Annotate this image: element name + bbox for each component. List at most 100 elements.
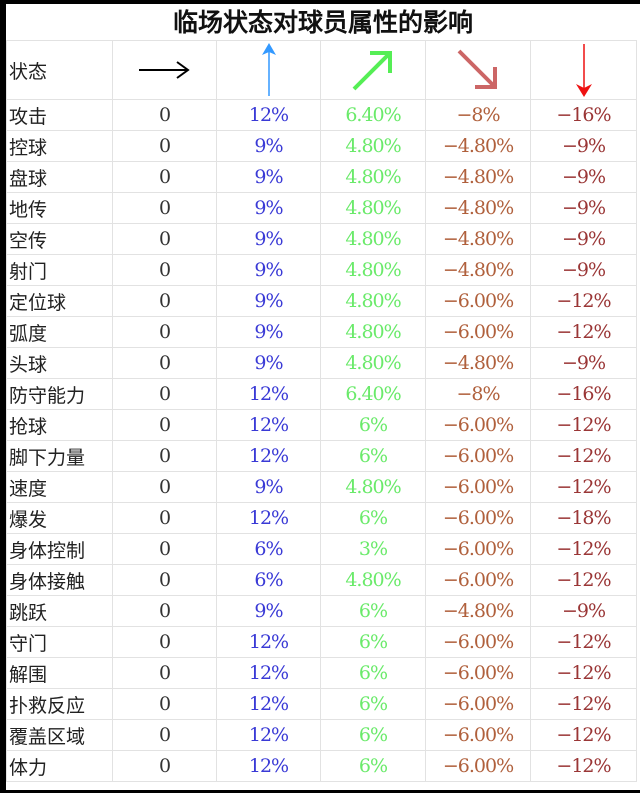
attribute-name: 体力 — [6, 750, 113, 782]
col-down — [530, 40, 637, 100]
table-row: 解围 0 12% 6% −6.00% −12% — [6, 657, 637, 689]
status-stable-value: 0 — [112, 626, 217, 658]
status-up-value: 12% — [216, 409, 321, 441]
status-up-value: 12% — [216, 99, 321, 131]
status-down-value: −12% — [530, 440, 637, 472]
attribute-name: 防守能力 — [6, 378, 113, 410]
status-up-value: 12% — [216, 626, 321, 658]
status-up-right-value: 3% — [320, 533, 426, 565]
attribute-name: 身体接触 — [6, 564, 113, 596]
table-row: 爆发 0 12% 6% −6.00% −18% — [6, 502, 637, 534]
table-row: 跳跃 0 9% 6% −4.80% −9% — [6, 595, 637, 627]
status-stable-value: 0 — [112, 192, 217, 224]
status-stable-value: 0 — [112, 502, 217, 534]
attribute-name: 爆发 — [6, 502, 113, 534]
status-down-value: −12% — [530, 719, 637, 751]
col-up-right — [320, 40, 426, 100]
arrow-up-icon — [261, 43, 276, 96]
table-row: 抢球 0 12% 6% −6.00% −12% — [6, 409, 637, 441]
table-row: 身体接触 0 6% 4.80% −6.00% −12% — [6, 564, 637, 596]
status-stable-value: 0 — [112, 564, 217, 596]
status-stable-value: 0 — [112, 750, 217, 782]
status-down-value: −9% — [530, 595, 637, 627]
status-down-right-value: −4.80% — [425, 130, 531, 162]
status-up-value: 9% — [216, 130, 321, 162]
table-row: 身体控制 0 6% 3% −6.00% −12% — [6, 533, 637, 565]
attribute-name: 盘球 — [6, 161, 113, 193]
attribute-name: 解围 — [6, 657, 113, 689]
status-down-value: −12% — [530, 285, 637, 317]
status-up-value: 12% — [216, 657, 321, 689]
table-row: 地传 0 9% 4.80% −4.80% −9% — [6, 192, 637, 224]
attribute-name: 头球 — [6, 347, 113, 379]
status-stable-value: 0 — [112, 285, 217, 317]
status-up-value: 9% — [216, 161, 321, 193]
status-stable-value: 0 — [112, 688, 217, 720]
table-row: 攻击 0 12% 6.40% −8% −16% — [6, 99, 637, 131]
attribute-name: 扑救反应 — [6, 688, 113, 720]
status-down-right-value: −4.80% — [425, 192, 531, 224]
status-stable-value: 0 — [112, 440, 217, 472]
status-up-value: 9% — [216, 254, 321, 286]
status-up-right-value: 6% — [320, 440, 426, 472]
status-stable-value: 0 — [112, 378, 217, 410]
table-row: 守门 0 12% 6% −6.00% −12% — [6, 626, 637, 658]
status-down-right-value: −6.00% — [425, 409, 531, 441]
attribute-name: 控球 — [6, 130, 113, 162]
status-up-value: 12% — [216, 750, 321, 782]
status-down-value: −9% — [530, 347, 637, 379]
attribute-name: 速度 — [6, 471, 113, 503]
status-down-right-value: −6.00% — [425, 533, 531, 565]
attribute-name: 守门 — [6, 626, 113, 658]
status-down-value: −16% — [530, 99, 637, 131]
status-up-value: 9% — [216, 316, 321, 348]
table-row: 空传 0 9% 4.80% −4.80% −9% — [6, 223, 637, 255]
status-down-right-value: −6.00% — [425, 750, 531, 782]
table-row: 扑救反应 0 12% 6% −6.00% −12% — [6, 688, 637, 720]
status-up-value: 12% — [216, 688, 321, 720]
status-down-value: −9% — [530, 161, 637, 193]
status-up-right-value: 6.40% — [320, 99, 426, 131]
status-up-value: 9% — [216, 192, 321, 224]
table-row: 盘球 0 9% 4.80% −4.80% −9% — [6, 161, 637, 193]
status-down-value: −18% — [530, 502, 637, 534]
table-row: 防守能力 0 12% 6.40% −8% −16% — [6, 378, 637, 410]
status-up-right-value: 6% — [320, 719, 426, 751]
status-stable-value: 0 — [112, 409, 217, 441]
status-down-right-value: −6.00% — [425, 440, 531, 472]
table-row: 体力 0 12% 6% −6.00% −12% — [6, 750, 637, 782]
status-down-right-value: −6.00% — [425, 719, 531, 751]
attribute-name: 身体控制 — [6, 533, 113, 565]
col-up — [216, 40, 321, 100]
attribute-name: 脚下力量 — [6, 440, 113, 472]
status-down-right-value: −6.00% — [425, 502, 531, 534]
attribute-name: 覆盖区域 — [6, 719, 113, 751]
table-row: 覆盖区域 0 12% 6% −6.00% −12% — [6, 719, 637, 751]
attribute-table: 状态 攻击 0 12% 6.40% −8% −16% 控球 0 9% 4.80% −4.80% −9%… — [6, 40, 637, 782]
status-down-right-value: −4.80% — [425, 595, 531, 627]
status-down-right-value: −6.00% — [425, 285, 531, 317]
status-down-value: −12% — [530, 471, 637, 503]
status-down-value: −12% — [530, 409, 637, 441]
table-row: 定位球 0 9% 4.80% −6.00% −12% — [6, 285, 637, 317]
status-up-value: 12% — [216, 378, 321, 410]
status-up-right-value: 4.80% — [320, 285, 426, 317]
status-stable-value: 0 — [112, 316, 217, 348]
status-up-value: 12% — [216, 440, 321, 472]
status-up-value: 9% — [216, 223, 321, 255]
status-down-right-value: −4.80% — [425, 254, 531, 286]
status-up-right-value: 4.80% — [320, 254, 426, 286]
status-up-value: 9% — [216, 347, 321, 379]
status-up-value: 6% — [216, 564, 321, 596]
status-stable-value: 0 — [112, 595, 217, 627]
status-up-value: 12% — [216, 719, 321, 751]
status-down-value: −9% — [530, 192, 637, 224]
arrow-down-right-icon — [457, 49, 497, 89]
table-row: 速度 0 9% 4.80% −6.00% −12% — [6, 471, 637, 503]
status-down-value: −16% — [530, 378, 637, 410]
status-down-value: −9% — [530, 254, 637, 286]
status-up-right-value: 4.80% — [320, 471, 426, 503]
status-stable-value: 0 — [112, 99, 217, 131]
status-up-value: 12% — [216, 502, 321, 534]
header-row: 状态 — [6, 40, 637, 100]
